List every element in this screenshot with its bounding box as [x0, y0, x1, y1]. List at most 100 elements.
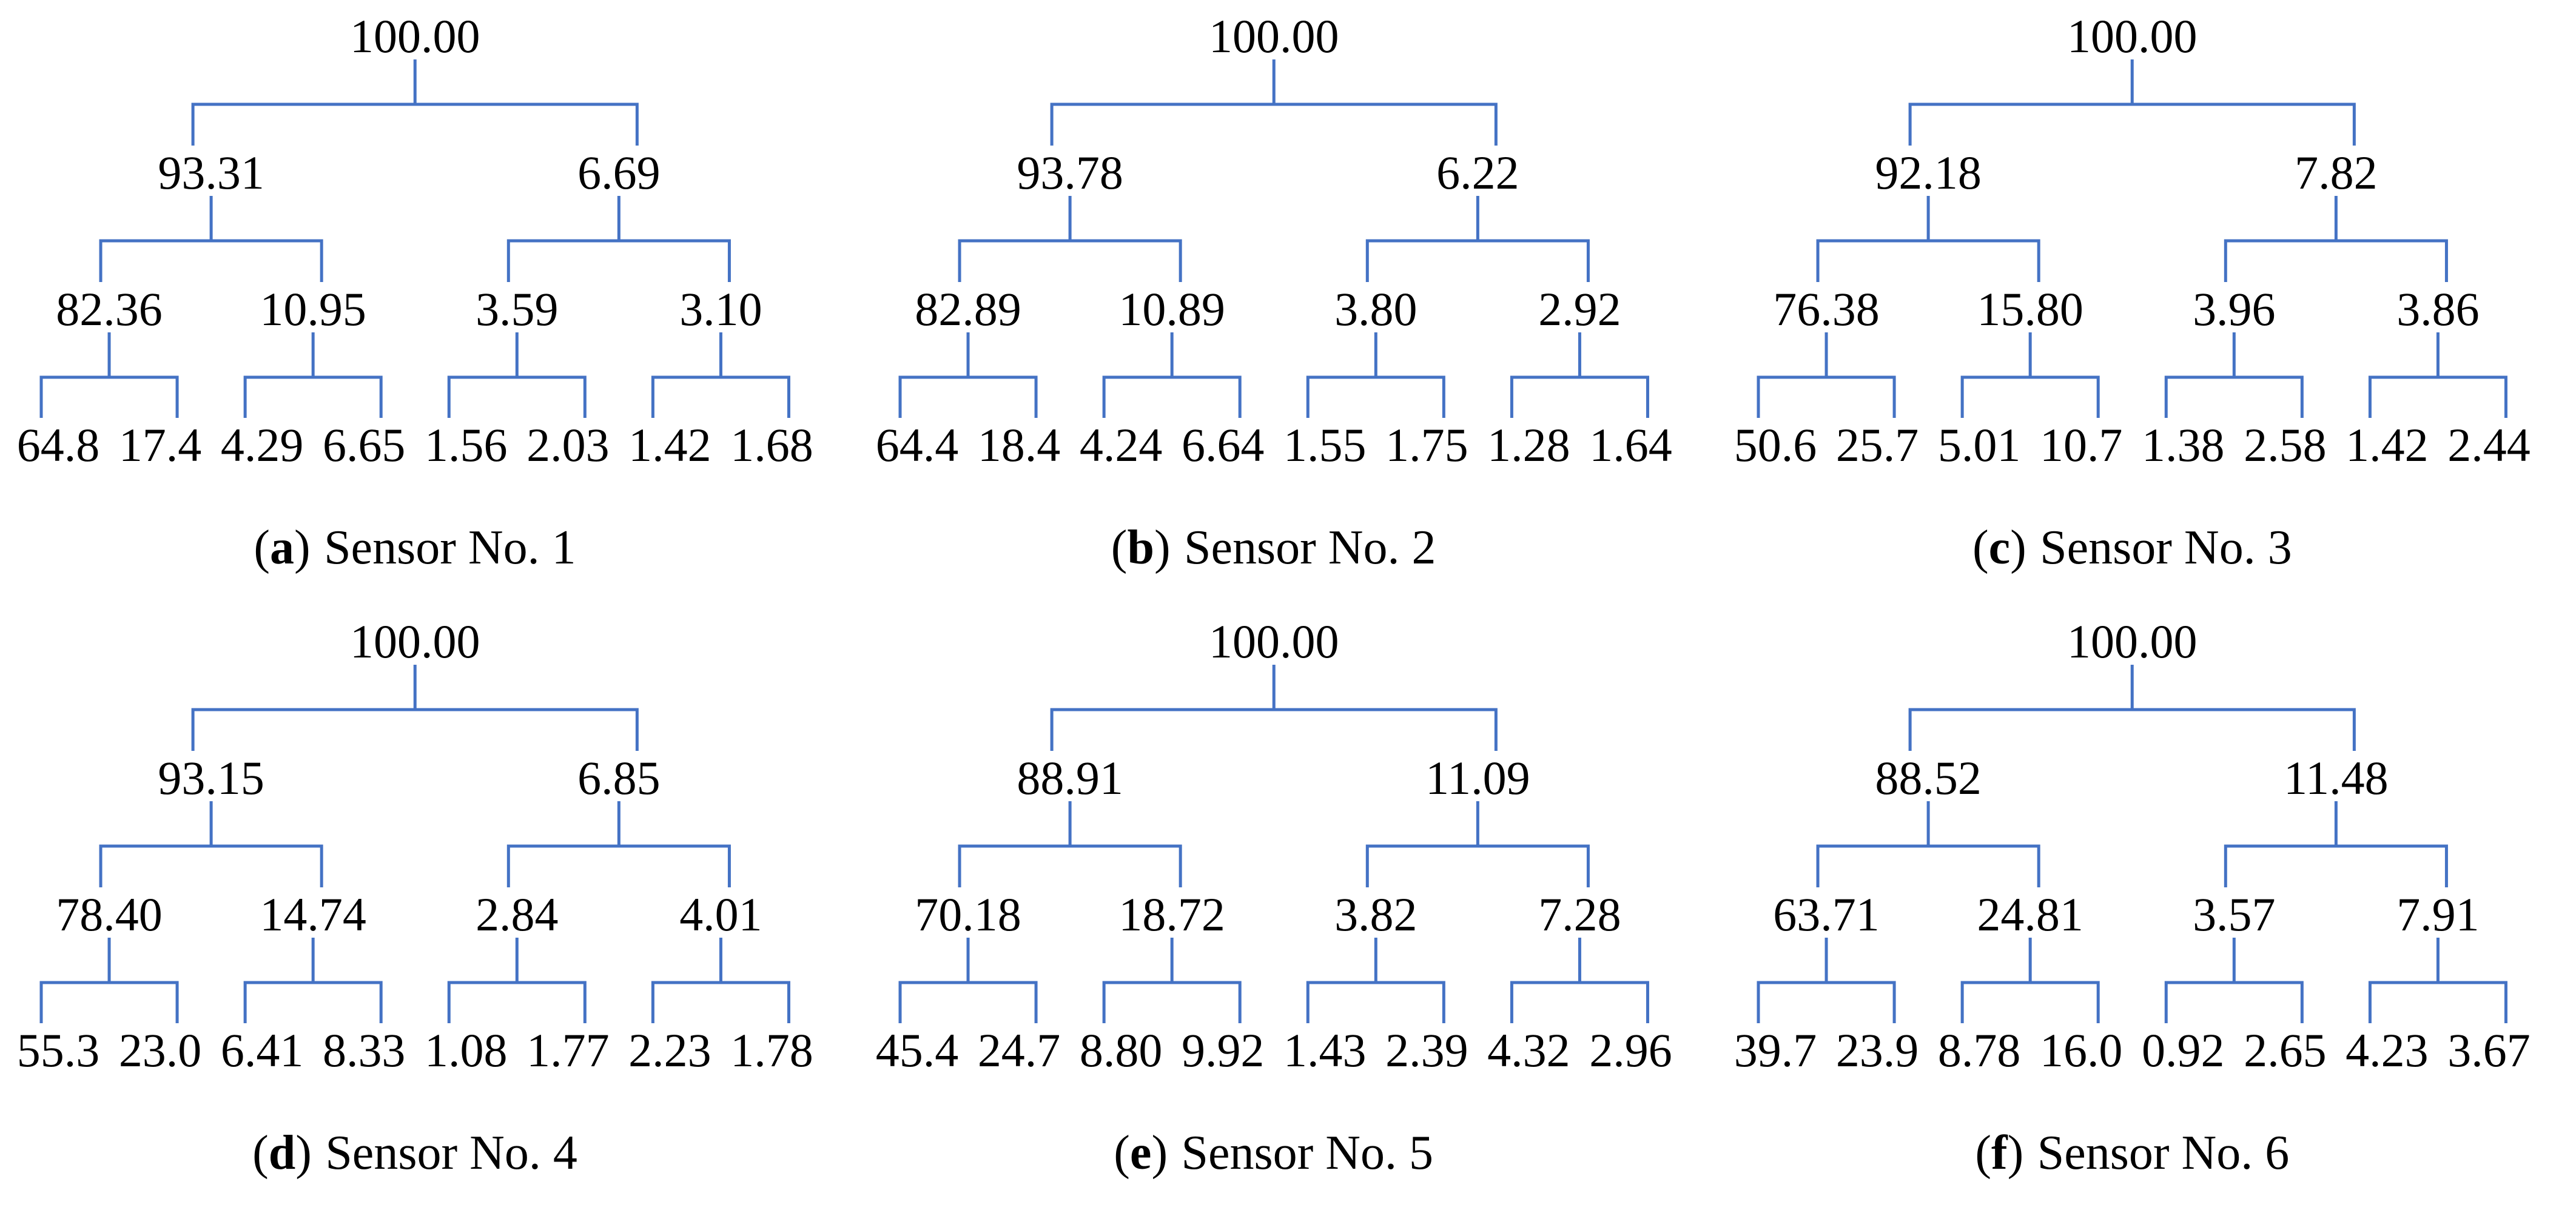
connector-bracket: [1365, 844, 1590, 887]
node-value-L3-2: 4.29: [221, 419, 303, 471]
node-value-L3-5: 2.65: [2244, 1024, 2326, 1076]
connector-bracket: [447, 980, 587, 1023]
node-value-L2-2: 3.82: [1334, 888, 1417, 940]
connector-bracket: [958, 239, 1182, 283]
node-value-L3-0: 55.3: [17, 1024, 99, 1076]
node-value-L1-1: 6.69: [577, 147, 660, 199]
node-value-L2-0: 76.38: [1774, 283, 1880, 335]
connector-bracket: [1365, 239, 1590, 283]
node-value-L1-0: 93.15: [158, 752, 264, 804]
node-value-L3-0: 45.4: [875, 1024, 958, 1076]
node-value-L3-3: 9.92: [1182, 1024, 1264, 1076]
connector-bracket: [1816, 239, 2040, 283]
tree-panel-b: 100.00 93.78 6.22 82.89 10.89 3.80 2.92 64.4 18.…: [859, 0, 1718, 605]
connector-bracket: [1757, 980, 1896, 1023]
node-value-L3-4: 0.92: [2142, 1024, 2224, 1076]
node-value-L2-2: 3.57: [2193, 888, 2275, 940]
node-value-L2-0: 82.89: [915, 283, 1021, 335]
connector-bracket: [506, 844, 731, 887]
caption-open-paren: (: [1975, 1126, 1992, 1180]
node-value-L1-0: 88.52: [1875, 752, 1982, 804]
connector-bracket: [1816, 844, 2040, 887]
caption-letter: b: [1127, 521, 1154, 574]
node-value-L2-3: 3.10: [679, 283, 762, 335]
caption-label: Sensor No. 2: [1183, 521, 1436, 574]
tree-diagram-e: 100.00 88.91 11.09 70.18 18.72 3.82 7.28 45.4 24…: [875, 616, 1672, 1077]
node-value-L3-6: 1.42: [628, 419, 711, 471]
node-value-L3-3: 8.33: [323, 1024, 405, 1076]
caption-open-paren: (: [254, 521, 271, 574]
connector-bracket: [1102, 980, 1242, 1023]
caption-close-paren: ): [2007, 1126, 2024, 1180]
connector-bracket: [99, 844, 323, 887]
node-value-L3-4: 1.38: [2142, 419, 2224, 471]
node-value-L2-3: 4.01: [679, 888, 762, 940]
caption-close-paren: ): [2010, 521, 2026, 574]
node-value-L2-0: 78.40: [56, 888, 162, 940]
caption-letter: a: [270, 521, 295, 574]
node-value-L3-4: 1.08: [425, 1024, 507, 1076]
node-value-L2-1: 14.74: [260, 888, 366, 940]
node-value-L2-1: 18.72: [1118, 888, 1225, 940]
node-value-L0-0: 100.00: [2067, 10, 2197, 62]
caption-b: (b) Sensor No. 2: [859, 520, 1689, 576]
connector-bracket: [898, 980, 1038, 1023]
tree-panel-f: 100.00 88.52 11.48 63.71 24.81 3.57 7.91 39.7 23…: [1717, 605, 2576, 1210]
caption-label: Sensor No. 3: [2040, 521, 2292, 574]
connector-bracket: [447, 375, 587, 418]
caption-letter: d: [268, 1126, 296, 1180]
node-value-L3-4: 1.56: [425, 419, 507, 471]
node-value-L2-0: 70.18: [915, 888, 1021, 940]
node-value-L3-2: 6.41: [221, 1024, 303, 1076]
connector-bracket: [898, 375, 1038, 418]
connector-bracket: [1102, 375, 1242, 418]
node-value-L3-6: 4.32: [1487, 1024, 1570, 1076]
tree-panel-a: 100.00 93.31 6.69 82.36 10.95 3.59 3.10 64.8 17.…: [0, 0, 859, 605]
node-value-L2-0: 63.71: [1774, 888, 1880, 940]
node-value-L3-1: 23.0: [119, 1024, 201, 1076]
node-value-L2-1: 10.95: [260, 283, 366, 335]
connector-bracket: [651, 375, 790, 418]
caption-label: Sensor No. 4: [325, 1126, 577, 1180]
connector-bracket: [1306, 375, 1445, 418]
connector-bracket: [243, 375, 383, 418]
node-value-L3-7: 3.67: [2448, 1024, 2531, 1076]
caption-close-paren: ): [1154, 521, 1171, 574]
connector-bracket: [1960, 375, 2100, 418]
caption-label: Sensor No. 1: [324, 521, 576, 574]
connector-bracket: [2165, 980, 2304, 1023]
node-value-L3-5: 1.75: [1385, 419, 1468, 471]
node-value-L3-6: 1.42: [2346, 419, 2428, 471]
connector-bracket: [2165, 375, 2304, 418]
node-value-L1-0: 93.31: [158, 147, 264, 199]
connector-bracket: [2369, 375, 2508, 418]
node-value-L3-7: 2.44: [2448, 419, 2531, 471]
tree-diagram-f: 100.00 88.52 11.48 63.71 24.81 3.57 7.91 39.7 23…: [1734, 616, 2531, 1077]
node-value-L3-0: 64.4: [875, 419, 958, 471]
node-value-L2-2: 3.80: [1334, 283, 1417, 335]
node-value-L2-3: 7.28: [1538, 888, 1621, 940]
node-value-L3-6: 4.23: [2346, 1024, 2428, 1076]
node-value-L2-1: 15.80: [1977, 283, 2083, 335]
node-value-L2-1: 24.81: [1977, 888, 2083, 940]
node-value-L1-1: 11.48: [2284, 752, 2389, 804]
node-value-L3-5: 2.58: [2244, 419, 2326, 471]
node-value-L3-4: 1.55: [1283, 419, 1366, 471]
node-value-L3-2: 5.01: [1938, 419, 2020, 471]
caption-letter: f: [1991, 1126, 2008, 1180]
node-value-L0-0: 100.00: [350, 10, 480, 62]
node-value-L3-7: 1.78: [730, 1024, 813, 1076]
caption-label: Sensor No. 6: [2037, 1126, 2290, 1180]
connector-bracket: [2224, 844, 2449, 887]
node-value-L0-0: 100.00: [350, 616, 480, 668]
node-value-L3-1: 17.4: [119, 419, 201, 471]
node-value-L3-3: 6.65: [323, 419, 405, 471]
node-value-L3-5: 2.03: [526, 419, 609, 471]
node-value-L1-0: 92.18: [1875, 147, 1982, 199]
node-value-L0-0: 100.00: [2067, 616, 2197, 668]
node-value-L2-2: 2.84: [476, 888, 558, 940]
node-value-L1-1: 11.09: [1425, 752, 1530, 804]
node-value-L3-2: 4.24: [1080, 419, 1162, 471]
caption-a: (a) Sensor No. 1: [0, 520, 830, 576]
